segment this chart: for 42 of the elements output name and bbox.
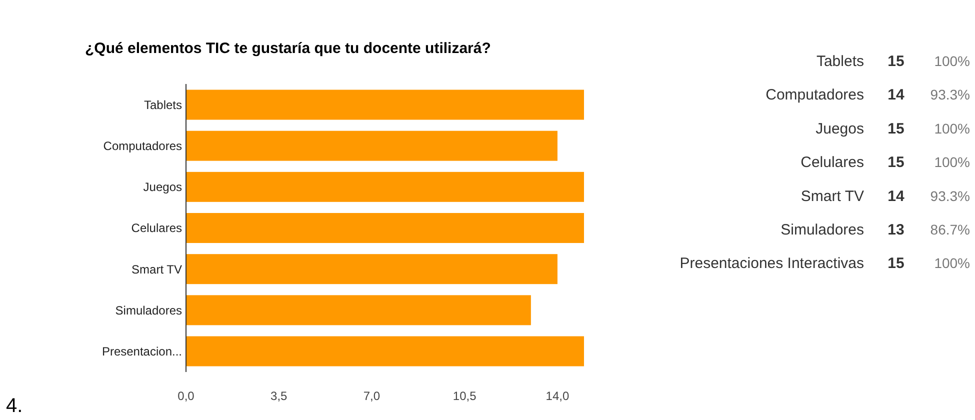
text: 15 xyxy=(888,154,904,172)
category-label: Presentaciones Interactivas xyxy=(680,255,864,272)
text: 15 xyxy=(888,120,904,138)
bar xyxy=(186,130,558,161)
y-tick-label: Tablets xyxy=(144,98,182,112)
y-tick-label: Celulares xyxy=(131,221,182,236)
bar xyxy=(186,254,558,284)
x-tick-label: 3,5 xyxy=(270,389,288,403)
category-label: Simuladores xyxy=(780,222,864,238)
text: 100% xyxy=(934,255,970,272)
y-tick-label: Presentacion... xyxy=(102,344,182,358)
text: 100% xyxy=(934,120,970,136)
text: 15 xyxy=(888,255,904,272)
text: 86.7% xyxy=(930,222,970,238)
text: 100% xyxy=(934,154,970,170)
category-label: Smart TV xyxy=(800,188,864,205)
bar xyxy=(186,295,531,326)
category-label: Computadores xyxy=(766,86,864,104)
text: 93.3% xyxy=(930,86,970,103)
bar xyxy=(186,213,584,243)
bar xyxy=(186,172,584,202)
text: 100% xyxy=(934,53,970,69)
text: 93.3% xyxy=(930,188,970,204)
text: 4. xyxy=(6,395,23,417)
category-label: Tablets xyxy=(816,53,864,70)
x-tick-label: 14,0 xyxy=(546,389,570,403)
bar xyxy=(186,90,584,120)
bar xyxy=(186,336,584,366)
y-tick-label: Computadores xyxy=(103,139,182,154)
chart-title: ¿Qué elementos TIC te gustaría que tu docente utilizará? xyxy=(85,40,491,57)
category-label: Celulares xyxy=(800,154,864,172)
x-tick-label: 0,0 xyxy=(178,389,195,403)
x-tick-label: 7,0 xyxy=(363,389,380,403)
y-tick-label: Smart TV xyxy=(132,262,182,276)
y-tick-label: Juegos xyxy=(143,180,182,194)
x-tick-label: 10,5 xyxy=(452,389,477,403)
text: 13 xyxy=(888,222,904,238)
y-tick-label: Simuladores xyxy=(115,303,182,318)
text: 14 xyxy=(888,188,904,205)
category-label: Juegos xyxy=(816,120,864,138)
text: 15 xyxy=(888,53,904,70)
text: 14 xyxy=(888,86,904,104)
